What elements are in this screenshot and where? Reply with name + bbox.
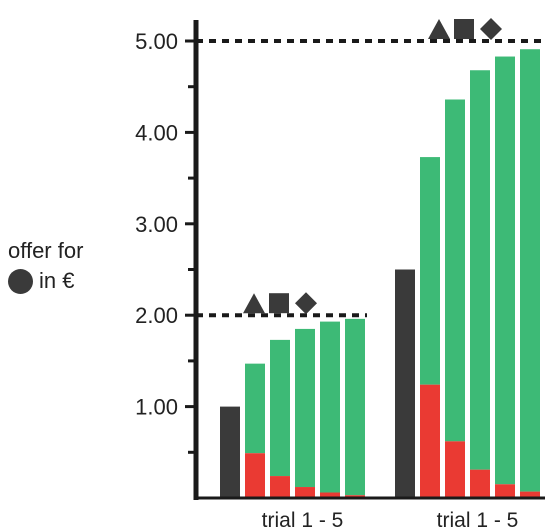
bar-green-segment <box>470 70 490 470</box>
bar-red-segment <box>470 469 490 498</box>
bar-red-segment <box>295 487 315 498</box>
diamond-icon <box>480 18 502 40</box>
y-axis-label-line2: in € <box>39 268 75 293</box>
square-icon <box>454 19 474 39</box>
y-tick-label: 4.00 <box>135 120 178 145</box>
diamond-icon <box>295 292 317 315</box>
bar-green-segment <box>320 321 340 493</box>
x-group-label: trial 1 - 5 <box>437 509 519 531</box>
y-tick-label: 1.00 <box>135 395 178 420</box>
filled-circle-icon <box>8 268 33 294</box>
bar-green-segment <box>520 49 540 492</box>
square-icon <box>269 293 289 314</box>
bar-green-segment <box>295 328 315 488</box>
bar-green-segment <box>420 157 440 385</box>
baseline-bar <box>220 406 240 498</box>
triangle-icon <box>428 19 450 39</box>
bar-green-segment <box>345 318 365 496</box>
bar-red-segment <box>270 476 290 498</box>
bar-green-segment <box>245 363 265 454</box>
bar-red-segment <box>420 384 440 498</box>
bar-red-segment <box>520 491 540 498</box>
x-group-label: trial 1 - 5 <box>262 509 344 531</box>
y-axis-label: offer for in € <box>8 236 83 296</box>
y-axis-label-line1: offer for <box>8 238 84 263</box>
bar-green-segment <box>270 339 290 477</box>
bar-red-segment <box>495 484 515 498</box>
y-tick-label: 3.00 <box>135 212 178 237</box>
y-tick-label: 2.00 <box>135 303 178 328</box>
bar-red-segment <box>320 492 340 498</box>
bar-red-segment <box>445 441 465 498</box>
bar-green-segment <box>495 56 515 485</box>
baseline-bar <box>395 269 415 498</box>
bar-green-segment <box>445 99 465 442</box>
bar-red-segment <box>245 453 265 498</box>
triangle-icon <box>243 293 265 314</box>
y-tick-label: 5.00 <box>135 29 178 54</box>
